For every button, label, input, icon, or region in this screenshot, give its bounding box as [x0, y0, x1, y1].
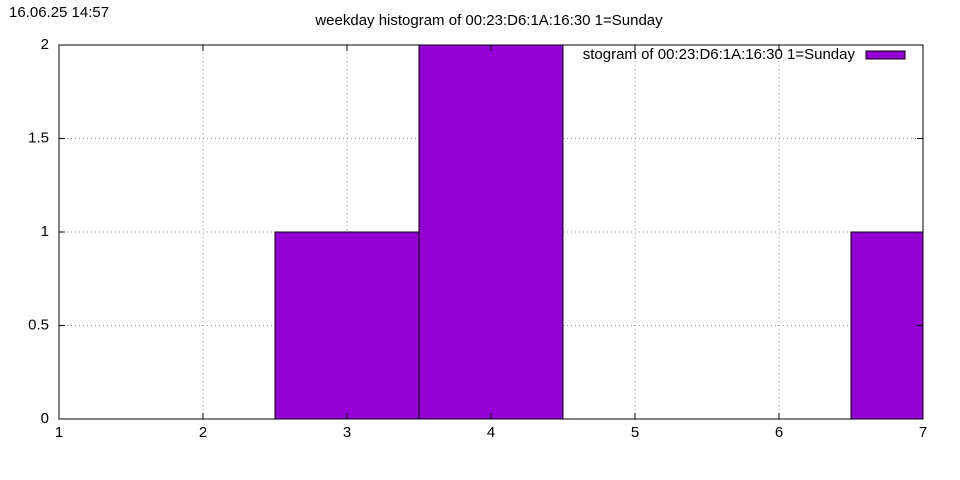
x-tick-label: 1 [55, 424, 63, 441]
x-tick-label: 2 [199, 424, 207, 441]
legend-label: stogram of 00:23:D6:1A:16:30 1=Sunday [583, 46, 856, 63]
x-tick-label: 4 [487, 424, 495, 441]
x-tick-label: 6 [775, 424, 783, 441]
bars [274, 45, 923, 419]
timestamp: 16.06.25 14:57 [9, 4, 109, 21]
bar [274, 231, 420, 419]
x-tick-label: 3 [343, 424, 351, 441]
legend-swatch [865, 50, 906, 60]
y-tick-label: 1 [41, 223, 49, 240]
y-tick-label: 2 [41, 36, 49, 53]
axes: 0 0.5 1 1.5 2 1 2 3 4 5 6 7 stogram of 00:23:D6:1A:1… [28, 36, 927, 441]
x-tick-label: 7 [919, 424, 927, 441]
y-tick-label: 0 [41, 410, 49, 427]
chart-title: weekday histogram of 00:23:D6:1A:16:30 1… [314, 12, 663, 29]
bar [418, 45, 564, 419]
y-tick-label: 1.5 [28, 129, 49, 146]
x-tick-label: 5 [631, 424, 639, 441]
bar [850, 231, 923, 419]
y-tick-label: 0.5 [28, 316, 49, 333]
